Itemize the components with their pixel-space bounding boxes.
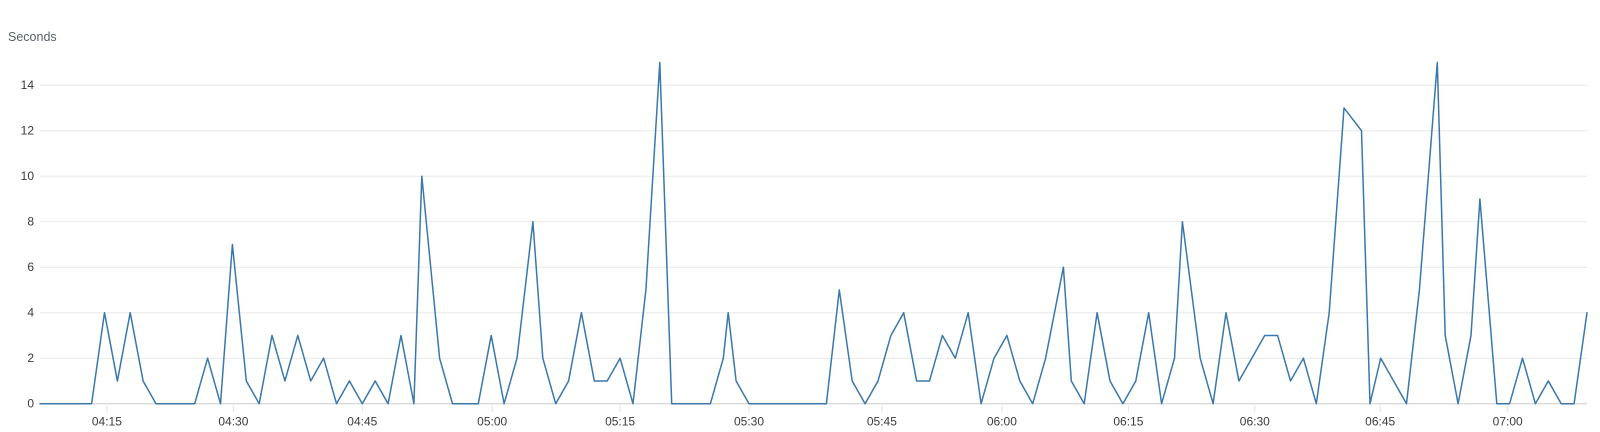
svg-text:6: 6	[27, 260, 34, 274]
svg-text:04:15: 04:15	[92, 415, 122, 429]
svg-text:06:45: 06:45	[1365, 415, 1395, 429]
svg-text:04:30: 04:30	[218, 415, 248, 429]
svg-text:4: 4	[27, 306, 34, 320]
svg-text:0: 0	[27, 397, 34, 411]
svg-text:8: 8	[27, 215, 34, 229]
svg-text:04:45: 04:45	[347, 415, 377, 429]
svg-text:07:00: 07:00	[1493, 415, 1523, 429]
svg-text:06:30: 06:30	[1240, 415, 1270, 429]
svg-text:05:45: 05:45	[867, 415, 897, 429]
svg-text:14: 14	[21, 78, 35, 92]
svg-text:2: 2	[27, 351, 34, 365]
svg-text:05:00: 05:00	[477, 415, 507, 429]
svg-text:05:15: 05:15	[605, 415, 635, 429]
svg-text:06:15: 06:15	[1113, 415, 1143, 429]
svg-text:05:30: 05:30	[734, 415, 764, 429]
svg-text:10: 10	[21, 169, 35, 183]
svg-text:06:00: 06:00	[987, 415, 1017, 429]
svg-text:12: 12	[21, 124, 35, 138]
